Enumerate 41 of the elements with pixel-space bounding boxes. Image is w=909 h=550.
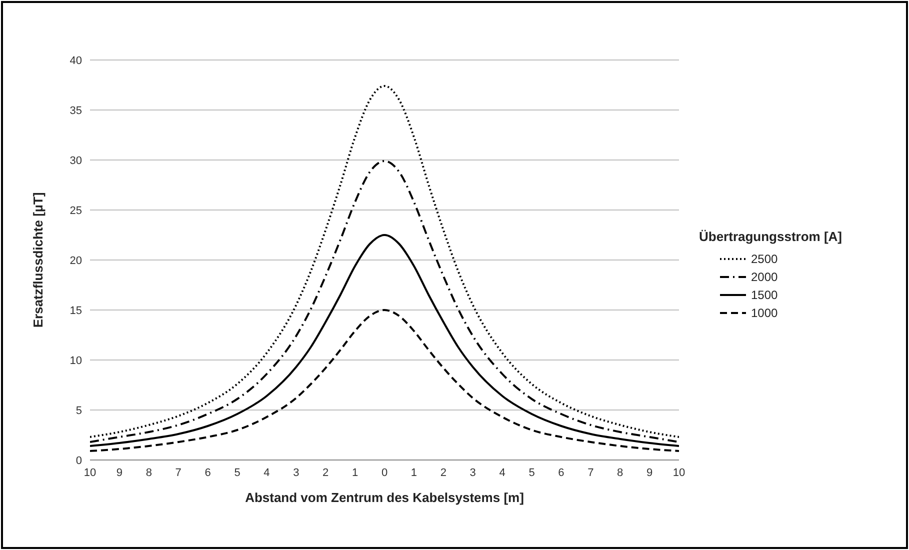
legend-label: 2500 — [751, 252, 778, 266]
legend-label: 1500 — [751, 288, 778, 302]
y-tick-label: 15 — [70, 304, 82, 317]
x-tick-label: 7 — [175, 466, 182, 479]
x-tick-label: 5 — [528, 466, 535, 479]
y-tick-label: 0 — [76, 454, 82, 467]
y-tick-label: 10 — [70, 354, 82, 367]
x-tick-label: 0 — [381, 466, 388, 479]
x-tick-label: 2 — [440, 466, 446, 479]
y-tick-label: 5 — [76, 404, 82, 417]
y-axis-title: Ersatzflussdichte [µT] — [30, 192, 46, 328]
x-tick-label: 10 — [84, 466, 96, 479]
x-tick-label: 10 — [672, 466, 686, 479]
legend-title: Übertragungsstrom [A] — [699, 228, 844, 244]
x-tick-label: 1 — [410, 466, 418, 479]
x-tick-label: 8 — [617, 466, 624, 479]
x-tick-label: 9 — [116, 466, 123, 479]
x-tick-label: 1 — [352, 466, 358, 479]
x-tick-label: 6 — [204, 466, 211, 479]
y-tick-label: 40 — [70, 54, 82, 67]
x-axis-title: Abstand vom Zentrum des Kabelsystems [m] — [245, 490, 524, 505]
x-tick-label: 2 — [322, 466, 329, 479]
line-series — [90, 234, 679, 447]
y-tick-label: 30 — [70, 154, 82, 167]
x-tick-label: 6 — [558, 466, 564, 479]
x-tick-label: 4 — [264, 466, 270, 479]
x-tick-label: 5 — [234, 466, 240, 479]
legend-label: 2000 — [751, 270, 778, 284]
x-tick-label: 3 — [293, 466, 300, 479]
line-series — [90, 85, 679, 438]
x-tick-label: 3 — [470, 466, 476, 479]
x-tick-label: 7 — [588, 466, 594, 479]
y-tick-label: 35 — [70, 104, 82, 117]
line-series — [90, 160, 679, 443]
line-series — [90, 309, 679, 452]
y-tick-label: 20 — [70, 254, 82, 267]
x-tick-label: 8 — [146, 466, 152, 479]
x-tick-label: 4 — [499, 466, 506, 479]
y-tick-label: 25 — [70, 204, 82, 217]
x-tick-label: 9 — [646, 466, 653, 479]
legend-label: 1000 — [751, 306, 778, 320]
